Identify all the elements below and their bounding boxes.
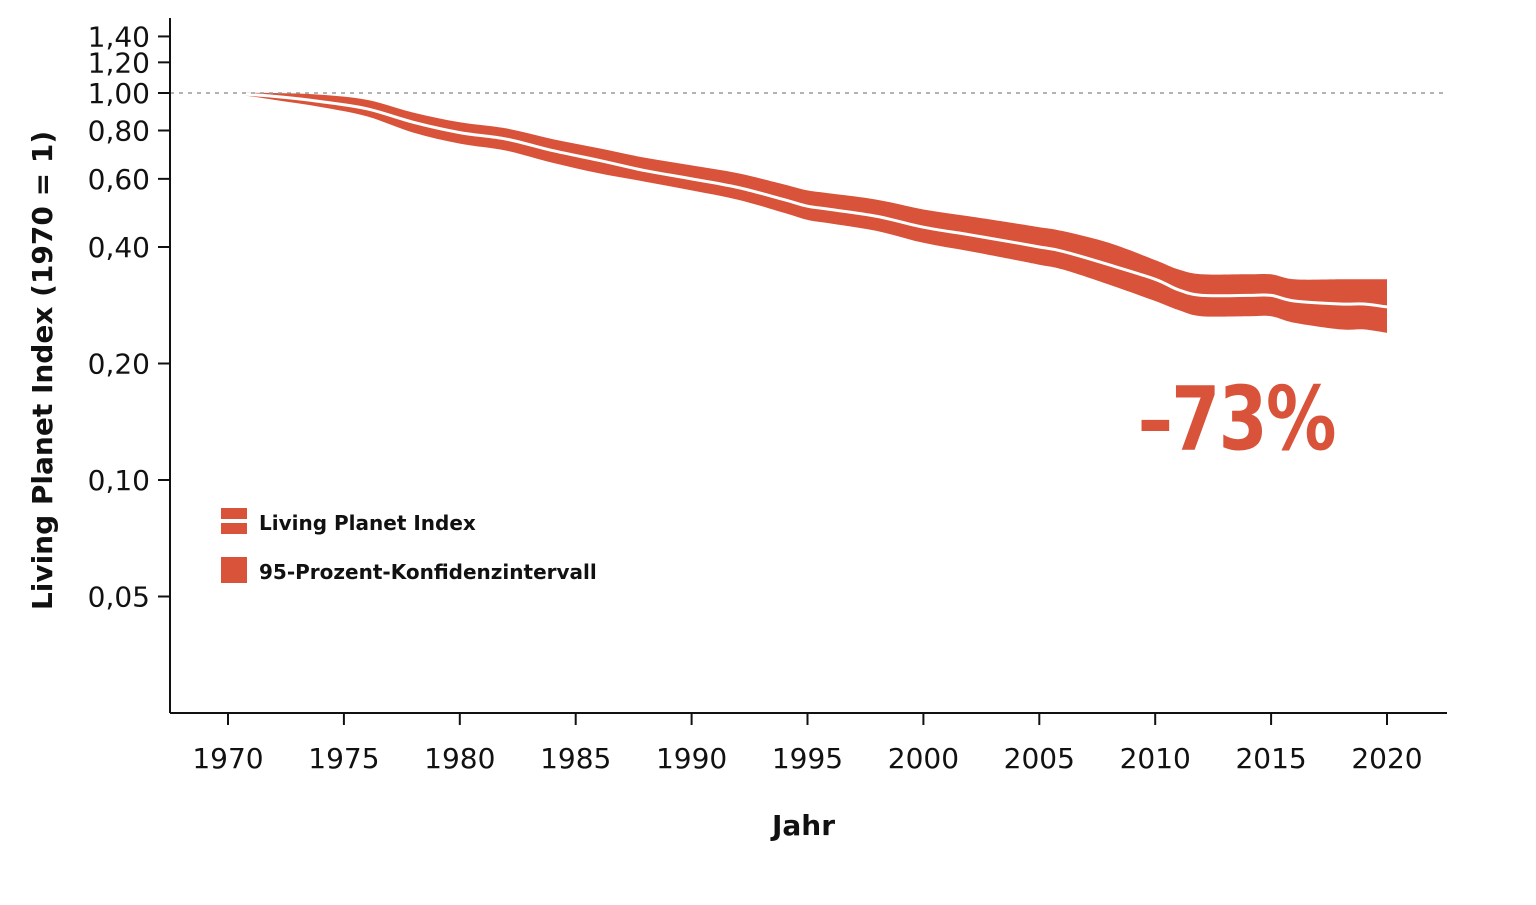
x-tick-label: 2010	[1120, 742, 1191, 775]
x-tick-label: 1975	[308, 742, 379, 775]
legend-item-confidence-band: 95-Prozent-Konfidenzintervall	[221, 557, 597, 584]
y-tick-label: 0,10	[88, 464, 150, 497]
y-tick-label: 1,00	[88, 77, 150, 110]
legend-band-swatch	[221, 557, 247, 583]
y-tick-label: 0,20	[88, 348, 150, 381]
legend-item-index-line: Living Planet Index	[221, 508, 476, 535]
x-axis-ticks: 1970 1975 1980 1985 1990 1995 2000 2005 2010 2015…	[192, 713, 1423, 775]
y-axis-title: Living Planet Index (1970 = 1)	[26, 131, 59, 610]
x-tick-label: 2005	[1004, 742, 1075, 775]
confidence-band	[228, 92, 1387, 333]
y-tick-label: 0,40	[88, 231, 150, 264]
confidence-band-layer	[228, 92, 1387, 333]
x-tick-label: 2020	[1351, 742, 1422, 775]
x-tick-label: 2015	[1235, 742, 1306, 775]
legend-label-index-line: Living Planet Index	[259, 511, 476, 535]
y-axis-ticks: 0,05 0,10 0,20 0,40 0,60 0,80 1,001,201,40	[88, 20, 170, 614]
legend-label-confidence-band: 95-Prozent-Konfidenzintervall	[259, 560, 597, 584]
legend: Living Planet Index 95-Prozent-Konfidenz…	[221, 508, 597, 584]
x-tick-label: 1995	[772, 742, 843, 775]
x-tick-label: 1980	[424, 742, 495, 775]
y-tick-label: 0,60	[88, 163, 150, 196]
y-tick-label: 1,20	[88, 46, 150, 79]
y-tick-label: 0,80	[88, 115, 150, 148]
x-tick-label: 1990	[656, 742, 727, 775]
index-line	[227, 91, 1388, 309]
decline-percentage-annotation: –73%	[1138, 368, 1335, 471]
index-line-layer	[227, 91, 1388, 309]
y-tick-label: 1,40	[88, 20, 150, 53]
x-axis-title: Jahr	[770, 809, 835, 842]
axes-layer	[169, 18, 1447, 714]
x-tick-label: 2000	[888, 742, 959, 775]
legend-line-swatch-white-line	[221, 519, 247, 523]
y-tick-label: 0,05	[88, 581, 150, 614]
x-tick-label: 1985	[540, 742, 611, 775]
x-tick-label: 1970	[192, 742, 263, 775]
